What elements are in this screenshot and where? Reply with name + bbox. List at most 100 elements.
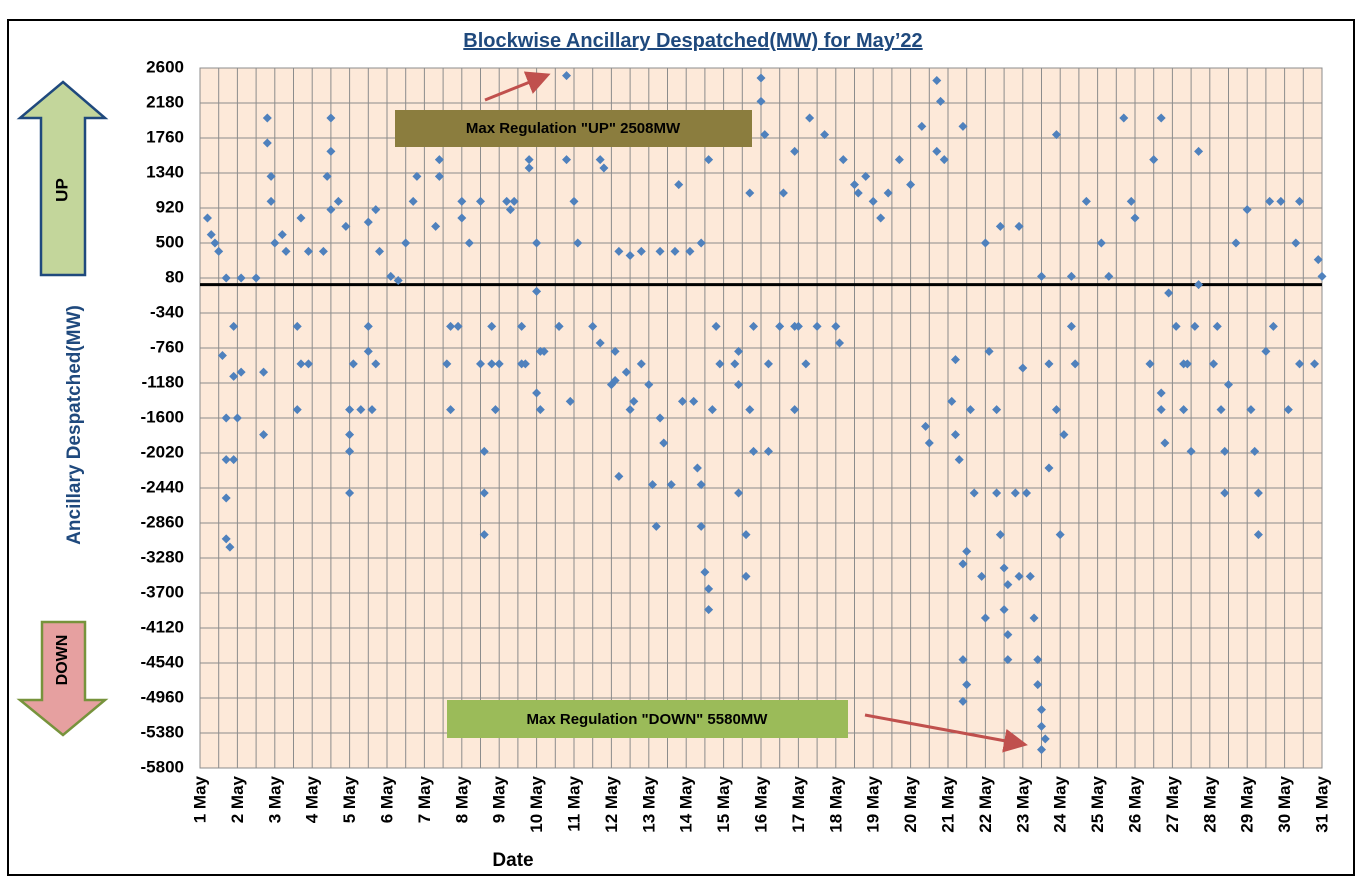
data-point xyxy=(812,321,822,331)
data-point xyxy=(229,321,239,331)
data-point xyxy=(625,251,635,260)
data-point xyxy=(801,359,811,369)
data-point xyxy=(980,613,990,623)
x-tick-label: 1 May xyxy=(190,775,209,823)
data-point xyxy=(348,359,358,369)
data-point xyxy=(610,376,620,385)
data-point xyxy=(363,217,373,227)
data-point xyxy=(1179,405,1189,415)
data-point xyxy=(1156,113,1166,123)
chart-title: Blockwise Ancillary Despatched(MW) for M… xyxy=(463,30,922,52)
data-point xyxy=(876,213,886,223)
data-point xyxy=(1044,463,1054,473)
data-point xyxy=(1253,488,1263,498)
data-point xyxy=(251,273,261,283)
x-tick-label: 10 May xyxy=(527,775,546,832)
data-point xyxy=(958,655,968,665)
data-point xyxy=(950,355,960,365)
data-point xyxy=(947,396,957,406)
data-point xyxy=(573,238,583,248)
data-point xyxy=(868,196,878,206)
data-point xyxy=(476,196,485,206)
data-point xyxy=(393,276,403,285)
data-point xyxy=(502,196,512,206)
data-point xyxy=(749,446,759,456)
data-point xyxy=(749,321,759,331)
data-point xyxy=(476,359,485,369)
data-point xyxy=(790,405,800,415)
data-point xyxy=(281,246,291,256)
data-point xyxy=(221,273,231,283)
data-point xyxy=(326,146,336,156)
data-point xyxy=(202,213,212,223)
data-point xyxy=(977,571,987,581)
data-point xyxy=(853,188,863,198)
data-point xyxy=(700,567,710,577)
data-point xyxy=(1265,196,1275,206)
data-point xyxy=(1295,196,1305,206)
data-point xyxy=(1156,405,1166,415)
data-point xyxy=(494,359,504,369)
data-point xyxy=(1025,571,1035,581)
data-point xyxy=(539,346,549,356)
data-point xyxy=(614,246,624,256)
data-point xyxy=(210,238,220,248)
y-tick-label: -1180 xyxy=(141,372,184,391)
data-point xyxy=(625,405,635,415)
data-point xyxy=(793,321,803,331)
data-point xyxy=(277,230,287,240)
data-point xyxy=(1268,321,1278,331)
data-point xyxy=(906,180,916,190)
data-point xyxy=(756,73,766,83)
data-point xyxy=(363,346,373,356)
data-point xyxy=(1242,205,1252,215)
data-point xyxy=(1130,213,1140,223)
data-point xyxy=(599,163,609,173)
data-point xyxy=(1212,321,1222,331)
data-point xyxy=(229,371,239,381)
data-point xyxy=(1003,655,1013,665)
data-point xyxy=(655,246,665,256)
data-point xyxy=(1313,255,1323,265)
data-point xyxy=(995,530,1005,540)
data-point xyxy=(1014,221,1024,231)
data-point xyxy=(270,238,280,248)
data-point xyxy=(487,359,497,369)
data-point xyxy=(1283,405,1293,415)
data-point xyxy=(1194,146,1204,156)
data-point xyxy=(490,405,500,415)
data-point xyxy=(1037,705,1046,715)
y-tick-label: -2440 xyxy=(141,477,184,496)
x-tick-label: 12 May xyxy=(602,775,621,832)
data-point xyxy=(621,367,631,377)
data-point xyxy=(1081,196,1091,206)
data-point xyxy=(756,96,766,106)
data-point xyxy=(341,221,351,231)
data-point xyxy=(401,238,411,248)
data-point xyxy=(965,405,975,415)
annotation-arrow xyxy=(864,713,1028,753)
data-point xyxy=(954,455,964,465)
data-point xyxy=(292,405,302,415)
data-point xyxy=(479,530,489,540)
data-point xyxy=(980,238,990,248)
data-point xyxy=(696,480,706,490)
y-tick-label: -2860 xyxy=(141,512,184,531)
x-tick-label: 31 May xyxy=(1312,775,1331,832)
data-point xyxy=(1216,405,1226,415)
data-point xyxy=(655,413,665,423)
x-tick-label: 20 May xyxy=(901,775,920,832)
data-point xyxy=(259,367,269,377)
data-point xyxy=(1295,359,1305,369)
data-point xyxy=(412,171,422,181)
data-point xyxy=(356,405,366,415)
data-point xyxy=(1224,380,1233,390)
data-point xyxy=(1194,280,1204,290)
data-point xyxy=(408,196,418,206)
data-point xyxy=(835,338,845,348)
data-point xyxy=(763,359,773,369)
data-point xyxy=(206,230,216,240)
x-tick-label: 21 May xyxy=(938,775,957,832)
data-point xyxy=(629,396,639,406)
